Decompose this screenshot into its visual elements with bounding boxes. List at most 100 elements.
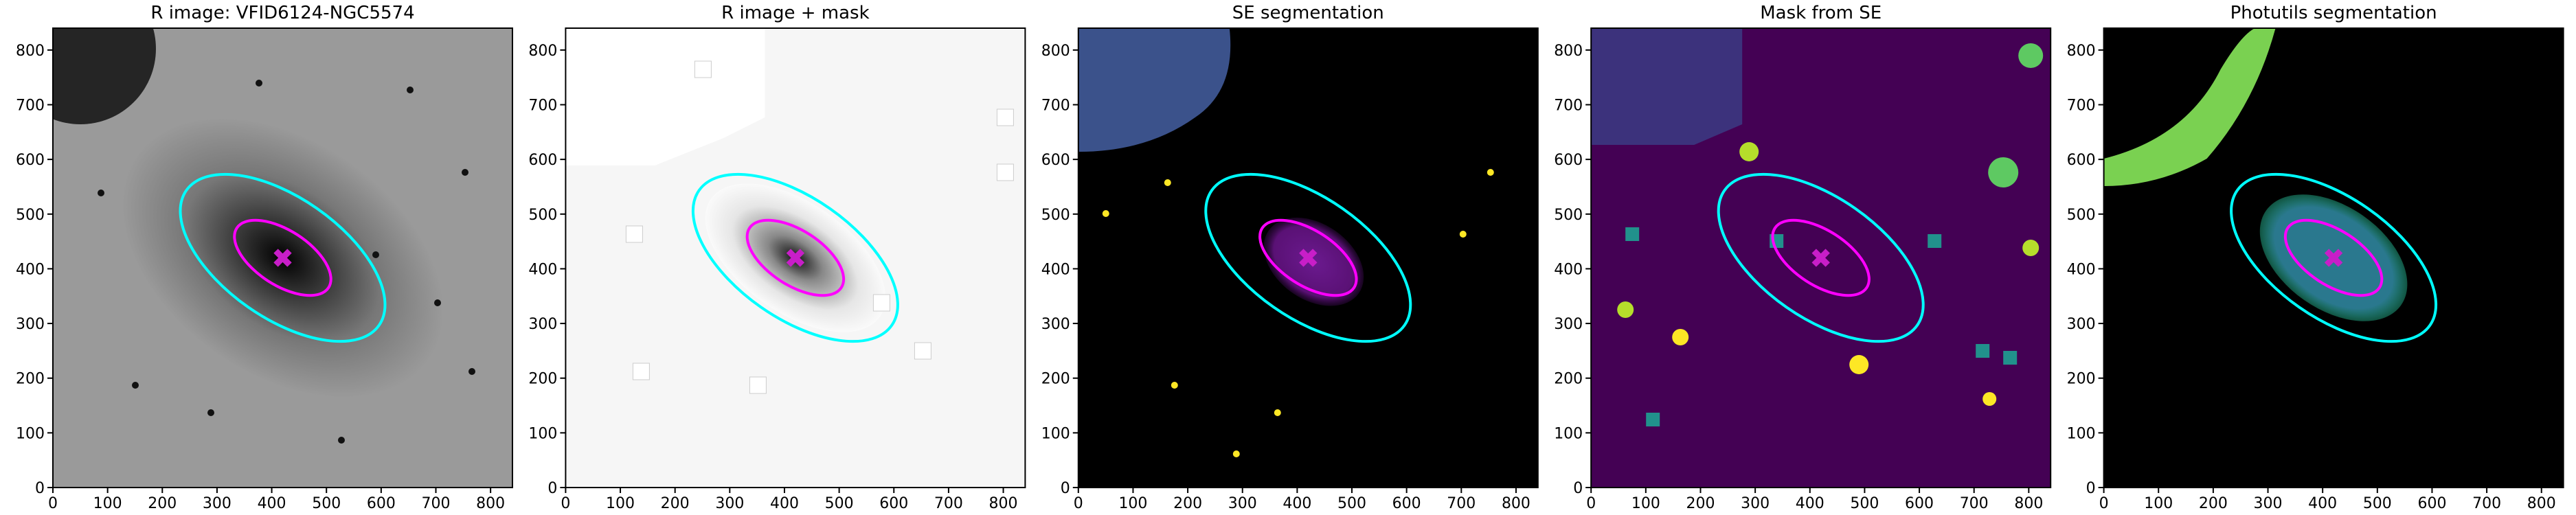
- panel: R image: VFID6124-NGC5574 0 100 200 300 400 50…: [16, 3, 513, 512]
- segment-dot: [1102, 210, 1109, 217]
- segment-dot: [1171, 382, 1178, 389]
- panel-title: SE segmentation: [1232, 3, 1384, 23]
- y-tick-label: 800: [2067, 43, 2096, 60]
- x-tick-label: 300: [1228, 495, 1257, 512]
- y-tick-label: 800: [16, 43, 45, 60]
- y-tick-label: 800: [1041, 43, 1070, 60]
- bright-star-halo: [53, 28, 156, 124]
- y-tick-label: 300: [2067, 316, 2096, 333]
- segment-dot: [1487, 169, 1494, 176]
- image: [2103, 28, 2564, 488]
- panel: Mask from SE 0 100 200 300 400 500 600 700 800 0 10…: [1554, 3, 2052, 512]
- mask-patch: [914, 342, 931, 360]
- x-tick-label: 800: [2527, 495, 2556, 512]
- segment-arc: [2103, 28, 2276, 186]
- y-tick-label: 400: [1041, 261, 1070, 278]
- y-tick-label: 300: [1041, 316, 1070, 333]
- y-tick-label: 500: [16, 207, 45, 224]
- y-tick-label: 300: [1554, 316, 1583, 333]
- y-tick-label: 400: [1554, 261, 1583, 278]
- x-tick-label: 100: [1118, 495, 1147, 512]
- y-tick-label: 0: [2086, 480, 2096, 497]
- star: [372, 251, 379, 258]
- image: [1078, 28, 1538, 488]
- mask-dot: [1982, 392, 1997, 406]
- y-tick-label: 600: [2067, 152, 2096, 169]
- aperture-ellipse: [1717, 172, 1925, 343]
- y-tick-label: 700: [16, 98, 45, 115]
- x-tick-label: 400: [770, 495, 799, 512]
- mask-square: [1976, 344, 1990, 358]
- y-tick-label: 0: [1573, 480, 1583, 497]
- axes-frame: [1077, 27, 1539, 488]
- x-tick-label: 0: [48, 495, 58, 512]
- y-tick-label: 100: [528, 425, 557, 442]
- x-tick-label: 800: [2014, 495, 2043, 512]
- y-tick-label: 100: [2067, 425, 2096, 442]
- mask-patch: [996, 108, 1014, 126]
- x-tick-label: 800: [1502, 495, 1530, 512]
- panel-title: Mask from SE: [1760, 3, 1882, 23]
- aperture-ellipse: [745, 218, 846, 297]
- x-tick-label: 700: [1447, 495, 1476, 512]
- x-tick-label: 500: [825, 495, 854, 512]
- mask-patch: [694, 60, 712, 78]
- x-tick-label: 700: [422, 495, 451, 512]
- y-tick-label: 600: [528, 152, 557, 169]
- y-tick-label: 400: [2067, 261, 2096, 278]
- mask-dot: [1739, 142, 1759, 161]
- axes-frame: [565, 27, 1026, 488]
- x-tick-label: 400: [2308, 495, 2337, 512]
- y-tick-label: 700: [1554, 98, 1583, 115]
- x-tick-label: 600: [2417, 495, 2446, 512]
- y-tick-label: 700: [528, 98, 557, 115]
- star: [434, 299, 441, 306]
- x-tick-label: 700: [934, 495, 963, 512]
- mask-dot: [2018, 43, 2044, 68]
- aperture-ellipse: [1204, 172, 1412, 343]
- y-tick-label: 600: [1554, 152, 1583, 169]
- panel-title: R image + mask: [721, 3, 870, 23]
- y-tick-label: 0: [1061, 480, 1070, 497]
- x-tick-label: 600: [367, 495, 396, 512]
- mask-dot: [1849, 355, 1869, 374]
- image: [565, 28, 1026, 488]
- x-tick-label: 300: [1741, 495, 1770, 512]
- mask-patch: [625, 225, 643, 243]
- x-tick-label: 100: [1631, 495, 1660, 512]
- y-tick-label: 200: [528, 371, 557, 388]
- x-tick-label: 200: [1686, 495, 1715, 512]
- y-tick-label: 300: [528, 316, 557, 333]
- x-tick-label: 300: [203, 495, 231, 512]
- x-tick-label: 400: [1796, 495, 1824, 512]
- x-tick-label: 200: [2199, 495, 2228, 512]
- aperture-ellipse: [179, 172, 387, 343]
- y-tick-label: 800: [528, 43, 557, 60]
- y-tick-label: 700: [2067, 98, 2096, 115]
- x-tick-label: 200: [661, 495, 690, 512]
- x-tick-label: 500: [1337, 495, 1366, 512]
- x-tick-label: 600: [879, 495, 908, 512]
- x-tick-label: 0: [1586, 495, 1596, 512]
- x-tick-label: 700: [1960, 495, 1989, 512]
- mask-blob: [1591, 28, 1743, 145]
- x-tick-label: 200: [1173, 495, 1202, 512]
- mask-patch: [872, 294, 890, 312]
- segment-dot: [1459, 231, 1467, 238]
- mask-patch: [632, 363, 650, 380]
- mask-dot: [1988, 157, 2019, 187]
- y-tick-label: 500: [1554, 207, 1583, 224]
- axes-frame: [52, 27, 513, 488]
- x-tick-label: 0: [1074, 495, 1083, 512]
- star: [407, 87, 414, 93]
- image: [1591, 28, 2051, 488]
- star: [338, 437, 345, 444]
- aperture-ellipse: [691, 172, 899, 343]
- aperture-ellipse: [2283, 218, 2384, 297]
- y-tick-label: 200: [2067, 371, 2096, 388]
- x-tick-label: 0: [561, 495, 570, 512]
- masked-region: [565, 28, 765, 165]
- x-tick-label: 100: [93, 495, 122, 512]
- x-tick-label: 500: [1850, 495, 1879, 512]
